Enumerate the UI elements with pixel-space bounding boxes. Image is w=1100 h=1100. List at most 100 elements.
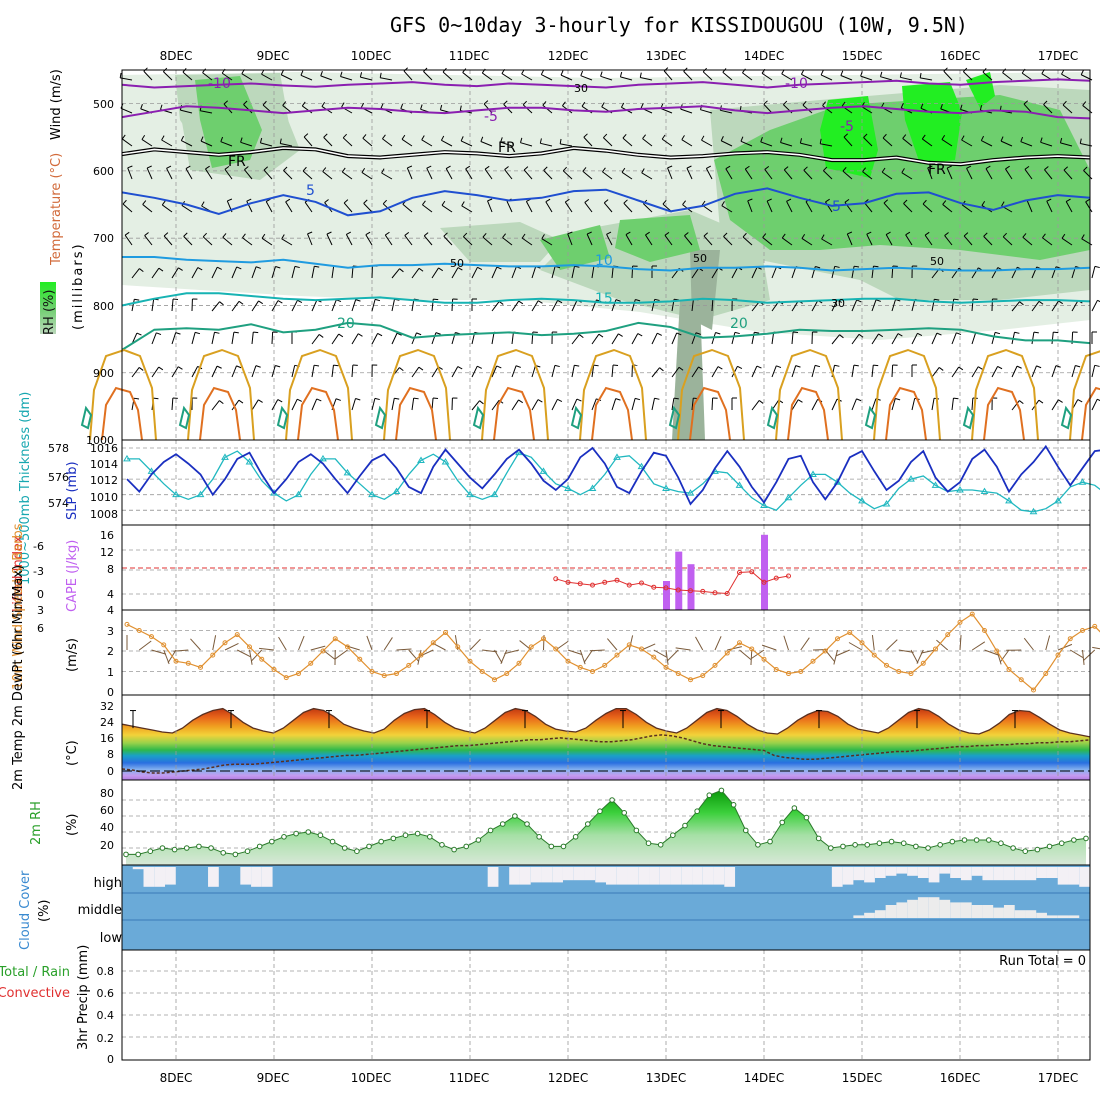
thickness-marker [1005,496,1013,504]
wind-barb-flag [701,200,706,206]
wind-barb-flag [603,133,608,139]
wind-barb-flag [177,366,183,370]
wind-barb-flag [1001,201,1005,207]
wind-barb [781,237,793,246]
cloud-middle-bar [1036,912,1047,918]
day-label-bottom: 11DEC [449,1071,489,1085]
cloud-high-bar [165,867,176,885]
wind-barb-flag [543,166,548,171]
wind-barb [942,204,953,213]
wind10-barb [783,635,789,651]
rh2m-marker [779,819,786,826]
heat-contour [89,348,157,441]
wind-barb [1023,103,1033,114]
wind-barb-flag [314,265,320,268]
wind-barb-flag [262,100,267,106]
wind-barb [300,74,313,81]
wind10-marker [394,671,399,677]
precip-title2: Convective [0,986,70,1001]
wind-barb [231,365,237,378]
wind-barb-flag [363,199,368,204]
rh2m-marker [572,834,579,840]
wind-barb [731,332,736,345]
wind10-marker [773,666,779,672]
wind-barb [780,142,793,147]
wind-barb [751,365,758,378]
wind-barb-flag [763,100,768,105]
wind-barb [1061,237,1073,246]
wind10-barb [589,649,605,652]
wind-barb [163,71,173,81]
wind-barb-flag [413,397,419,400]
wind-barb-flag [202,68,207,73]
wind-barb-flag [581,101,586,107]
wind-barb [951,366,960,378]
cape-bar [687,564,695,610]
wind-barb [641,172,653,180]
wind10-barb [665,649,669,665]
wind10-unit: (m/s) [65,638,80,672]
wind10-marker [724,650,730,656]
wind-barb-flag [180,135,185,141]
wind-barb-flag [503,100,508,105]
day-label-top: 13DEC [646,49,686,63]
cloud-middle-bar [982,905,994,918]
wind-barb-flag [815,265,821,269]
wind10-barb [848,642,863,651]
wind-barb [441,139,453,147]
wind-barb [202,236,213,246]
wind-barb-flag [936,332,942,336]
wind-barb [621,171,633,180]
wind10-barb [1069,649,1084,659]
wind-barb-flag [621,167,626,173]
rh2m-marker [548,843,555,850]
wind-barb-flag [1019,400,1024,405]
wind10-barb [727,646,742,651]
heat-contour [285,348,353,441]
rh2m-tick: 80 [100,787,114,800]
wind-barb-flag [860,71,863,77]
wind-barb-flag [1023,100,1029,105]
wind-barb [611,299,617,312]
wind-barb [971,366,979,378]
cloud-middle-bar [896,902,908,918]
wind-barb-flag [445,165,451,169]
wind-barb [263,169,273,180]
wind-barb [642,138,653,147]
wind-barb [261,73,273,81]
wind10-marker [222,640,228,646]
wind-barb-flag [706,165,712,169]
wind10-barb [920,649,936,654]
thickness-marker [637,462,646,470]
wind-barb-flag [701,135,705,141]
wind-barb-flag [800,69,805,75]
wind-barb [484,168,493,180]
wind-barb [586,233,593,246]
wind-barb-flag [255,365,261,368]
wind-barb-flag [843,133,849,138]
wind10-barb [695,636,704,651]
wind-barb-flag [856,398,862,402]
wind10-barb [408,649,419,662]
wind-barb [342,137,353,147]
rh2m-tick: 60 [100,804,114,817]
wind10-barb [494,649,503,664]
heat-contour [775,348,843,441]
wind-barb [820,143,833,147]
wind-barb-flag [862,167,867,172]
temp2m-tick: 8 [107,748,114,761]
wind-barb [341,171,353,180]
wind-barb-flag [602,167,606,173]
wind-barb-flag [382,134,386,140]
wind-barb [583,136,593,147]
wind-barb-flag [258,300,264,305]
li-title: Lifted Index [11,535,26,612]
rh2m-marker [366,843,372,850]
wind-barb [821,238,833,246]
wind-barb [260,142,273,147]
wind10-barb [714,636,722,651]
wind-barb-flag [365,231,371,236]
wind-barb [382,138,393,147]
wind-barb [1031,300,1040,312]
wind-barb-flag [341,102,345,108]
